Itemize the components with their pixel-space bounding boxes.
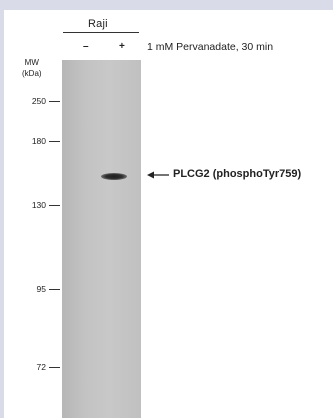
mw-marker-label: 180	[31, 136, 46, 146]
mw-marker-72: 72	[18, 361, 60, 373]
left-arrow-icon	[147, 171, 169, 179]
lane-1-sign: –	[83, 41, 89, 52]
mw-title-line1: MW	[24, 58, 39, 67]
mw-marker-label: 72	[36, 362, 46, 372]
mw-marker-tick	[49, 366, 60, 368]
blot-membrane	[62, 60, 141, 418]
mw-marker-tick	[49, 288, 60, 290]
mw-marker-tick	[49, 140, 60, 142]
sample-name: Raji	[88, 18, 108, 30]
protein-band	[101, 173, 127, 180]
mw-marker-tick	[49, 100, 60, 102]
treatment-label: 1 mM Pervanadate, 30 min	[147, 41, 274, 53]
figure-panel	[4, 10, 333, 418]
mw-title-line2: (kDa)	[22, 69, 42, 78]
mw-marker-label: 250	[31, 96, 46, 106]
band-label: PLCG2 (phosphoTyr759)	[173, 168, 302, 180]
sample-underline	[63, 32, 139, 33]
mw-marker-130: 130	[18, 199, 60, 211]
mw-marker-95: 95	[18, 283, 60, 295]
mw-marker-label: 95	[36, 284, 46, 294]
mw-marker-label: 130	[31, 200, 46, 210]
mw-marker-tick	[49, 204, 60, 206]
lane-2-sign: +	[119, 41, 125, 52]
mw-marker-180: 180	[18, 135, 60, 147]
mw-title: MW (kDa)	[22, 57, 42, 79]
mw-marker-250: 250	[18, 95, 60, 107]
